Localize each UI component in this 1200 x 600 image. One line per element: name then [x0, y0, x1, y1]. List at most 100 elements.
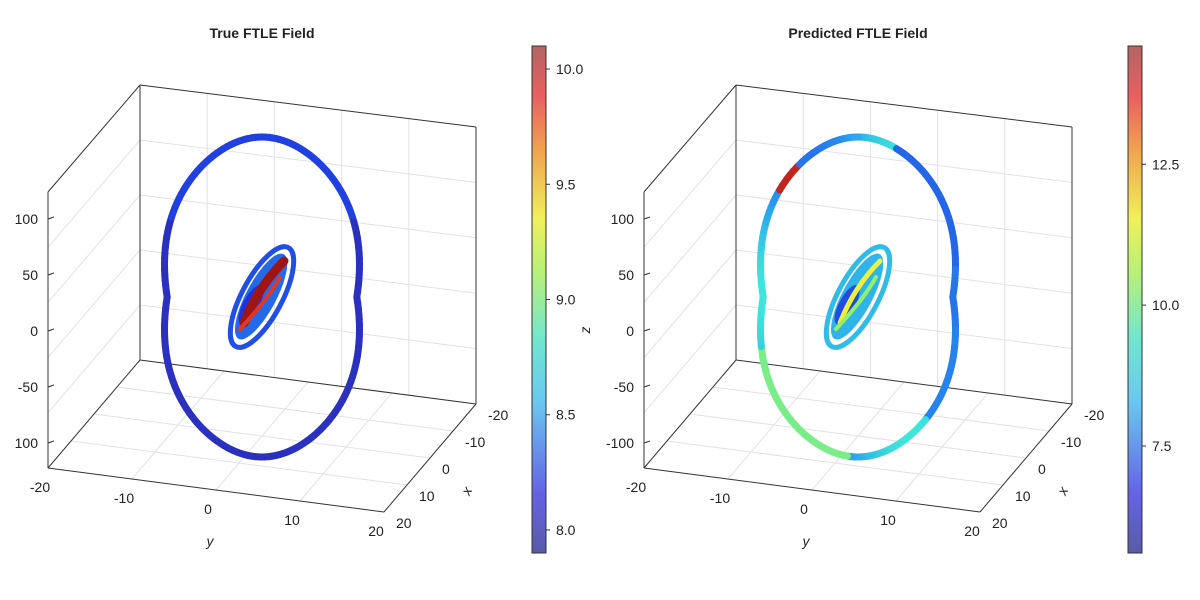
x-axis-label: x	[457, 483, 475, 498]
grid-line	[895, 392, 989, 502]
x-axis-label: x	[1053, 483, 1071, 498]
axes-edge	[735, 84, 1073, 128]
x-tick-label: 20	[396, 515, 412, 531]
z-tick-label: 100	[15, 211, 39, 227]
core-shell	[227, 244, 297, 350]
core-shell	[823, 244, 893, 350]
y-tick-label: -20	[626, 479, 646, 495]
grid-line	[47, 249, 141, 358]
colorbar-tick-label: 9.5	[556, 176, 576, 192]
y-tick-label: 10	[284, 512, 300, 528]
colorbar-tick-label: 10.0	[1152, 297, 1179, 313]
y-tick-label: 20	[368, 523, 384, 539]
grid-line	[116, 386, 454, 432]
z-tick-label: -50	[18, 379, 38, 395]
colorbar-tick-label: 9.0	[556, 292, 576, 308]
axes-edge	[643, 84, 737, 193]
ftle-scatter	[161, 133, 363, 461]
y-tick-label: 0	[800, 501, 808, 517]
y-axis-label: y	[206, 533, 215, 549]
z-tick-mark	[47, 216, 55, 220]
axes-edge	[47, 359, 141, 469]
y-tick-label: -10	[710, 490, 730, 506]
y-tick-label: -20	[30, 479, 50, 495]
colorbar-gradient	[531, 45, 547, 554]
z-tick-mark	[47, 384, 55, 388]
y-tick-label: -10	[114, 490, 134, 506]
y-axis-label: y	[802, 533, 811, 549]
axes-edge	[383, 403, 477, 513]
z-tick-label: 0	[626, 323, 634, 339]
z-tick-mark	[47, 272, 55, 276]
x-tick-label: 20	[992, 515, 1008, 531]
chart-title: Predicted FTLE Field	[788, 25, 927, 41]
z-tick-label: -100	[606, 435, 634, 451]
core-ridge-secondary	[238, 275, 282, 331]
grid-line	[643, 249, 737, 358]
grid-line	[643, 304, 737, 414]
z-tick-label: 100	[15, 435, 39, 451]
x-tick-label: -10	[465, 434, 485, 450]
z-tick-label: -50	[614, 379, 634, 395]
z-tick-label: 100	[611, 211, 635, 227]
axes-edge	[735, 359, 1073, 405]
colorbar-ticks: 7.5 10.0 12.5	[1142, 156, 1179, 454]
colorbar-tick-label: 8.5	[556, 407, 576, 423]
x-tick-label: 0	[442, 461, 450, 477]
grid-line	[139, 194, 477, 239]
grid-line	[735, 139, 1073, 183]
grid-line	[712, 386, 1050, 432]
colorbar-gradient	[1127, 45, 1143, 554]
grid-line	[689, 413, 1027, 459]
grid-line	[735, 249, 1073, 294]
colorbar-ticks: 8.0 8.5 9.0 9.5 10.0	[546, 61, 583, 538]
z-tick-label: 50	[22, 267, 38, 283]
x-tick-label: -10	[1061, 434, 1081, 450]
z-tick-mark	[643, 216, 651, 220]
z-tick-mark	[643, 272, 651, 276]
colorbar: 7.5 10.0 12.5	[1127, 45, 1179, 554]
y-tick-label: 0	[204, 501, 212, 517]
y-tick-label: 10	[880, 512, 896, 528]
grid-line	[735, 194, 1073, 239]
chart-title: True FTLE Field	[209, 25, 314, 41]
grid-line	[47, 139, 141, 248]
axes-box	[47, 84, 477, 513]
axes-box	[643, 84, 1073, 513]
z-tick-mark	[643, 328, 651, 332]
grid-line	[643, 139, 737, 248]
axes-edge	[139, 84, 477, 128]
z-axis-label: z	[577, 327, 593, 335]
colorbar-tick-label: 7.5	[1152, 438, 1172, 454]
grid-line	[735, 304, 1073, 350]
z-tick-mark	[643, 440, 651, 444]
grid-line	[139, 249, 477, 294]
grid-line	[139, 139, 477, 183]
axes-edge	[139, 359, 477, 405]
grid-line	[93, 413, 431, 459]
z-tick-mark	[643, 384, 651, 388]
x-tick-label: -20	[488, 407, 508, 423]
x-tick-label: 10	[419, 488, 435, 504]
grid-line	[139, 304, 477, 350]
grid-line	[643, 194, 737, 303]
core-ridge	[837, 258, 883, 326]
z-tick-mark	[47, 440, 55, 444]
colorbar: 8.0 8.5 9.0 9.5 10.0	[531, 45, 583, 554]
x-tick-label: -20	[1084, 407, 1104, 423]
ftle-scatter	[757, 133, 959, 461]
true-ftle-panel: True FTLE Field 100500-50100-20-1001020-…	[15, 25, 583, 554]
core-ridge-secondary	[834, 275, 878, 331]
z-tick-mark	[47, 328, 55, 332]
colorbar-tick-label: 12.5	[1152, 156, 1179, 172]
axes-edge	[979, 403, 1073, 513]
colorbar-tick-label: 8.0	[556, 522, 576, 538]
axes-edge	[47, 84, 141, 193]
grid-line	[47, 194, 141, 303]
x-tick-label: 0	[1038, 461, 1046, 477]
x-tick-label: 10	[1015, 488, 1031, 504]
colorbar-tick-label: 10.0	[556, 61, 583, 77]
